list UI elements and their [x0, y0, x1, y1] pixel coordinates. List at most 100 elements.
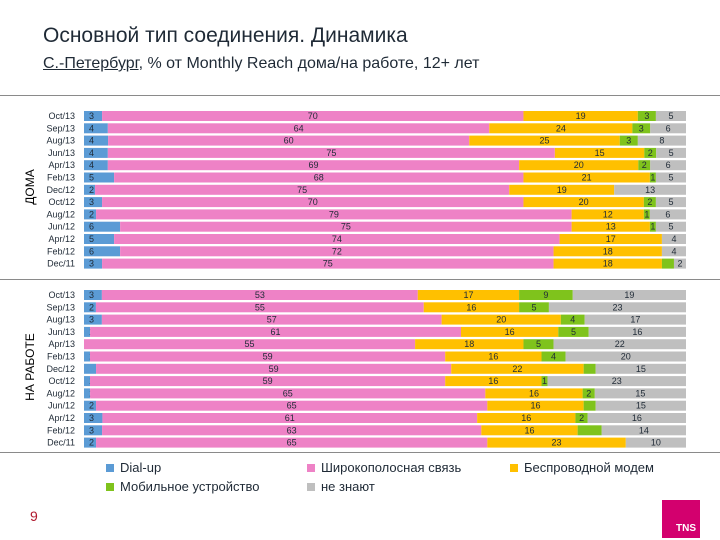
bar-segment-mobile-device	[649, 172, 656, 183]
tick-label-work: Apr/13	[48, 339, 75, 349]
bar-segment-broadband	[96, 363, 452, 374]
data-label-mobile-device: 1	[650, 222, 655, 232]
legend-swatch-dont-know	[307, 482, 315, 491]
bar-segment-dialup	[84, 437, 97, 448]
data-label-mobile-device: 5	[571, 327, 576, 337]
tick-label-work: Aug/12	[46, 388, 75, 398]
data-label-wireless-modem: 18	[464, 339, 474, 349]
bar-segment-broadband	[102, 197, 524, 208]
bar-segment-broadband	[90, 351, 446, 362]
bar-segment-mobile-device	[519, 302, 549, 313]
tick-label-home: Aug/12	[46, 209, 75, 219]
bar-segment-dont-know	[601, 425, 686, 436]
data-label-wireless-modem: 17	[463, 290, 473, 300]
data-label-mobile-device: 9	[543, 290, 548, 300]
data-label-dont-know: 4	[671, 246, 676, 256]
bar-segment-broadband	[108, 135, 470, 146]
bar-segment-mobile-device	[649, 221, 656, 232]
data-label-dialup: 3	[89, 315, 94, 325]
data-label-wireless-modem: 17	[606, 234, 616, 244]
data-label-broadband: 75	[341, 222, 351, 232]
data-label-wireless-modem: 18	[603, 259, 613, 269]
data-label-wireless-modem: 20	[579, 197, 589, 207]
data-label-dont-know: 6	[665, 209, 670, 219]
bar-segment-broadband	[90, 388, 486, 399]
bar-segment-dialup	[84, 197, 103, 208]
data-label-dialup: 2	[89, 401, 94, 411]
data-label-broadband: 57	[267, 315, 277, 325]
tick-label-work: Aug/13	[46, 315, 75, 325]
bar-segment-dont-know	[661, 246, 686, 257]
data-label-wireless-modem: 13	[606, 222, 616, 232]
section-divider-middle	[0, 279, 720, 280]
data-label-dont-know: 15	[635, 388, 645, 398]
legend-item-dialup: Dial-up	[106, 460, 161, 475]
bar-segment-dont-know	[594, 388, 686, 399]
legend-item-broadband: Широкополосная связь	[307, 460, 461, 475]
data-label-mobile-device: 3	[626, 136, 631, 146]
data-label-broadband: 59	[263, 352, 273, 362]
bar-segment-wireless-modem	[417, 290, 520, 300]
data-label-broadband: 55	[245, 339, 255, 349]
bar-segment-wireless-modem	[571, 221, 650, 232]
legend-swatch-dialup	[106, 463, 114, 472]
data-label-dont-know: 15	[636, 364, 646, 374]
legend-label-broadband: Широкополосная связь	[321, 460, 462, 475]
data-label-dialup: 3	[89, 413, 94, 423]
bar-segment-broadband	[120, 221, 572, 232]
data-label-dialup: 2	[89, 209, 94, 219]
tick-label-work: Dec/11	[47, 438, 75, 448]
data-label-dialup: 4	[89, 160, 94, 170]
bar-segment-broadband	[114, 234, 560, 244]
data-label-broadband: 72	[332, 246, 342, 256]
data-label-dont-know: 23	[612, 302, 622, 312]
bar-segment-mobile-device	[644, 147, 657, 158]
bar-segment-dialup	[84, 363, 97, 374]
bar-segment-mobile-device	[661, 258, 674, 269]
data-label-mobile-device: 2	[648, 148, 653, 158]
bar-segment-dont-know	[614, 184, 686, 195]
page-subtitle: С.-Петербург, % от Monthly Reach дома/на…	[43, 55, 479, 73]
bar-segment-dont-know	[650, 123, 686, 134]
data-label-mobile-device: 3	[639, 123, 644, 133]
data-label-broadband: 61	[285, 413, 295, 423]
data-label-wireless-modem: 16	[505, 327, 515, 337]
data-label-mobile-device: 1	[650, 173, 655, 183]
legend-swatch-broadband	[307, 463, 315, 472]
bar-segment-dialup	[84, 111, 103, 121]
data-label-broadband: 59	[263, 376, 273, 386]
data-label-wireless-modem: 15	[595, 148, 605, 158]
tick-label-work: Jun/13	[48, 327, 75, 337]
bar-segment-dialup	[84, 147, 108, 158]
bar-segment-dialup	[84, 258, 103, 269]
bar-segment-wireless-modem	[469, 135, 620, 146]
bar-segment-dialup	[84, 290, 102, 300]
bar-segment-wireless-modem	[461, 326, 559, 337]
data-label-wireless-modem: 16	[488, 352, 498, 362]
tick-label-work: Oct/13	[48, 290, 75, 300]
data-label-mobile-device: 5	[536, 339, 541, 349]
data-label-broadband: 65	[287, 401, 297, 411]
data-label-dont-know: 5	[668, 111, 673, 121]
data-label-wireless-modem: 16	[466, 302, 476, 312]
bar-segment-mobile-device	[541, 351, 566, 362]
bar-segment-wireless-modem	[489, 123, 633, 134]
legend-swatch-mobile-device	[106, 482, 114, 491]
chart-legend: Dial-up Широкополосная связь Беспроводно…	[100, 460, 700, 500]
data-label-dont-know: 5	[669, 148, 674, 158]
bar-segment-wireless-modem	[481, 425, 578, 436]
data-label-broadband: 53	[255, 290, 265, 300]
data-label-wireless-modem: 23	[552, 438, 562, 448]
tick-label-home: Dec/12	[46, 185, 75, 195]
tick-label-work: Apr/12	[48, 413, 75, 423]
data-label-wireless-modem: 22	[512, 364, 522, 374]
data-label-dialup: 5	[89, 234, 94, 244]
data-label-wireless-modem: 20	[496, 315, 506, 325]
data-label-mobile-device: 2	[647, 197, 652, 207]
data-label-dont-know: 14	[639, 425, 649, 435]
data-label-broadband: 64	[294, 123, 304, 133]
data-label-dialup: 4	[89, 148, 94, 158]
bar-segment-broadband	[95, 184, 510, 195]
page-number: 9	[30, 508, 38, 524]
